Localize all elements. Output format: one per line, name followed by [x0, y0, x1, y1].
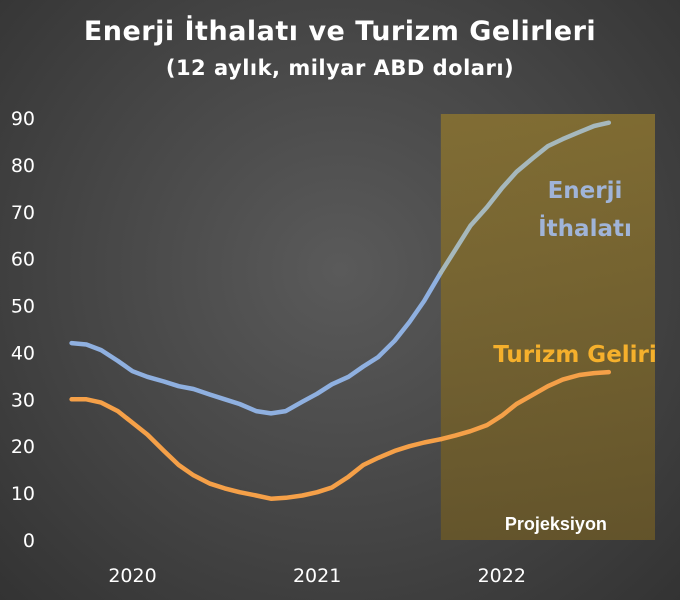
x-tick-label: 2020 — [108, 565, 156, 587]
series-line-enerji-ithalati — [69, 270, 444, 416]
y-tick-label: 90 — [11, 108, 35, 130]
series-line-turizm-geliri — [69, 397, 444, 501]
y-tick-label: 40 — [11, 342, 35, 364]
x-tick-label: 2022 — [478, 565, 526, 587]
y-tick-label: 20 — [11, 436, 35, 458]
y-tick-label: 10 — [11, 483, 35, 505]
y-tick-label: 80 — [11, 155, 35, 177]
chart-title: Enerji İthalatı ve Turizm Gelirleri — [83, 16, 597, 47]
y-tick-label: 0 — [23, 530, 35, 552]
y-tick-label: 50 — [11, 296, 35, 318]
x-tick-label: 2021 — [293, 565, 341, 587]
projection-label: Projeksiyon — [505, 514, 607, 534]
series-label-enerji-ithalati: İthalatı — [538, 214, 632, 242]
projection-band — [440, 114, 655, 540]
chart-subtitle: (12 aylık, milyar ABD doları) — [165, 56, 515, 80]
y-tick-label: 30 — [11, 389, 35, 411]
series-line-projection-turizm-geliri — [438, 369, 612, 442]
series-label-turizm-geliri: Turizm Geliri — [493, 342, 657, 368]
y-tick-label: 70 — [11, 202, 35, 224]
series-line-projection-enerji-ithalati — [438, 120, 612, 275]
series-label-enerji-ithalati: Enerji — [548, 178, 623, 204]
y-tick-label: 60 — [11, 249, 35, 271]
